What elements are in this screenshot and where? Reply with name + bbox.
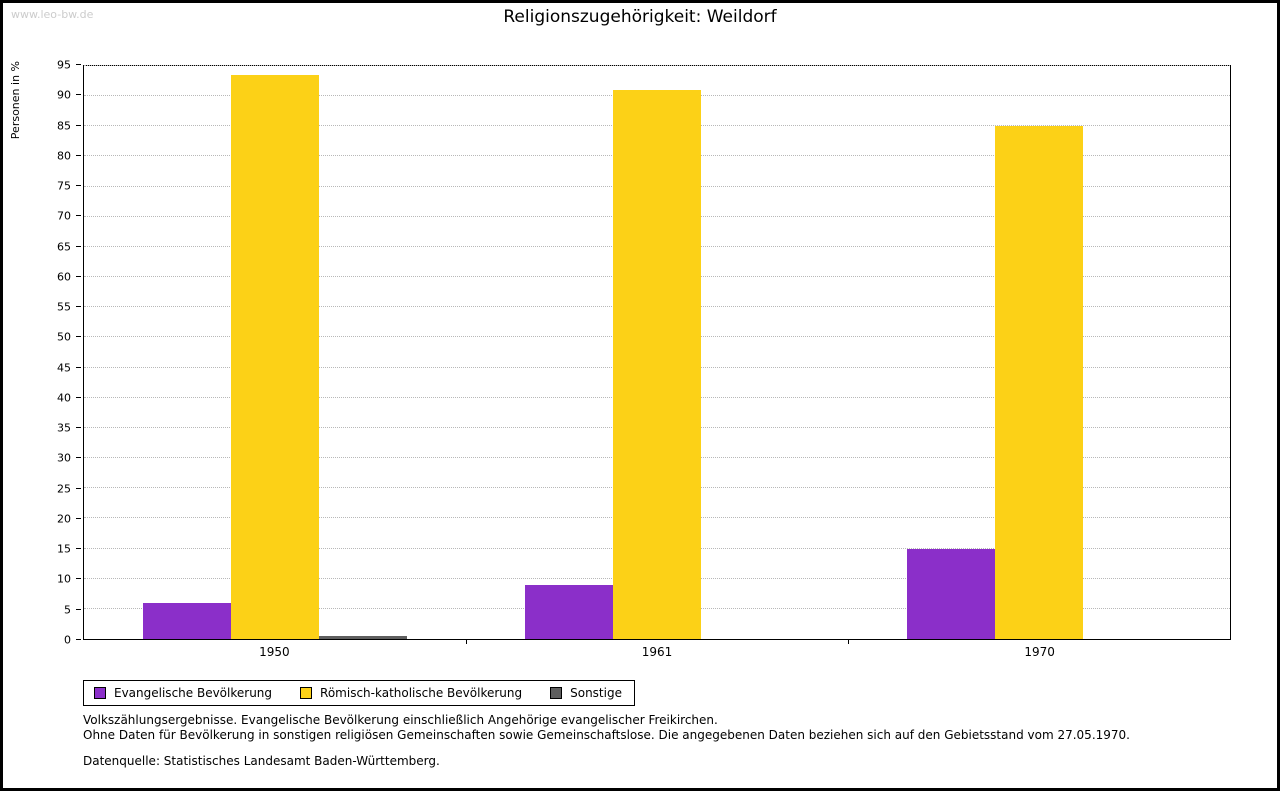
y-tick-mark (76, 396, 81, 398)
y-tick-mark (76, 94, 81, 96)
x-axis-ticks (83, 640, 1231, 645)
legend-item: Sonstige (550, 686, 622, 700)
footnote-line: Volkszählungsergebnisse. Evangelische Be… (83, 713, 718, 727)
gridline (84, 65, 1230, 66)
y-tick-mark (76, 366, 81, 368)
y-tick-label: 45 (57, 361, 71, 375)
y-tick-mark (76, 275, 81, 277)
bar-group (84, 66, 466, 639)
y-tick-label: 75 (57, 179, 71, 193)
legend: Evangelische Bevölkerung Römisch-katholis… (83, 680, 635, 706)
y-tick-label: 65 (57, 240, 71, 254)
y-tick-label: 35 (57, 421, 71, 435)
y-tick-mark (76, 578, 81, 580)
bar (143, 602, 231, 639)
bar-group (466, 66, 848, 639)
bar (231, 75, 319, 639)
x-tick-mark (848, 640, 850, 644)
x-tick-label: 1961 (641, 645, 673, 659)
legend-item: Römisch-katholische Bevölkerung (300, 686, 522, 700)
y-tick-mark (76, 124, 81, 126)
legend-item: Evangelische Bevölkerung (94, 686, 272, 700)
legend-swatch (94, 687, 106, 699)
bar (525, 584, 613, 639)
y-tick-mark (76, 185, 81, 187)
legend-label: Römisch-katholische Bevölkerung (320, 686, 523, 700)
y-tick-label: 80 (57, 149, 71, 163)
y-axis: 0 5 10 15 20 25 30 35 40 45 50 55 60 65 70 75 80 85 90 95 (41, 60, 81, 646)
x-tick-label: 1970 (1024, 645, 1055, 659)
legend-label: Sonstige (570, 686, 622, 700)
legend-label: Evangelische Bevölkerung (114, 686, 273, 700)
y-tick-mark (76, 487, 81, 489)
y-tick-label: 55 (57, 300, 71, 314)
chart-title: Religionszugehörigkeit: Weildorf (503, 7, 777, 27)
y-tick-mark (76, 245, 81, 247)
legend-swatch (300, 687, 313, 699)
y-tick-label: 15 (57, 542, 71, 556)
y-tick-mark (76, 457, 81, 459)
y-tick-mark (76, 215, 81, 217)
footnote: Volkszählungsergebnisse. Evangelische Be… (83, 713, 1130, 769)
y-tick-mark (76, 517, 81, 519)
y-tick-label: 20 (57, 512, 71, 526)
y-axis-label: Personen in % (9, 61, 22, 140)
y-tick-mark (76, 154, 81, 156)
y-tick-label: 30 (57, 451, 71, 465)
x-tick-label: 1950 (259, 645, 290, 659)
y-tick-label: 70 (57, 209, 71, 223)
footnote-line: Ohne Daten für Bevölkerung in sonstigen … (83, 728, 1130, 742)
watermark: www.leo-bw.de (11, 8, 94, 21)
bar (613, 90, 701, 639)
y-tick-label: 0 (64, 633, 71, 647)
legend-swatch (550, 687, 563, 699)
y-tick-mark (76, 608, 81, 610)
y-tick-label: 5 (64, 603, 71, 617)
y-tick-mark (76, 639, 81, 640)
y-tick-mark (76, 427, 81, 429)
y-tick-label: 10 (57, 572, 71, 586)
y-tick-label: 90 (57, 88, 71, 102)
y-tick-label: 50 (57, 330, 71, 344)
y-tick-label: 25 (57, 482, 71, 496)
y-tick-label: 60 (57, 270, 71, 284)
y-tick-mark (76, 64, 81, 65)
y-tick-mark (76, 306, 81, 308)
bar-group (848, 66, 1230, 639)
data-source: Datenquelle: Statistisches Landesamt Bad… (83, 754, 440, 768)
y-tick-label: 85 (57, 119, 71, 133)
bar (907, 548, 995, 639)
x-tick-mark (465, 640, 467, 644)
y-tick-label: 40 (57, 391, 71, 405)
bar (319, 635, 407, 639)
x-axis-labels: 1950 1961 1970 (83, 645, 1231, 659)
bar-groups (84, 66, 1230, 639)
plot-area (83, 65, 1231, 640)
y-tick-mark (76, 548, 81, 550)
bar (995, 126, 1083, 639)
y-tick-label: 95 (57, 58, 71, 72)
y-tick-mark (76, 336, 81, 338)
